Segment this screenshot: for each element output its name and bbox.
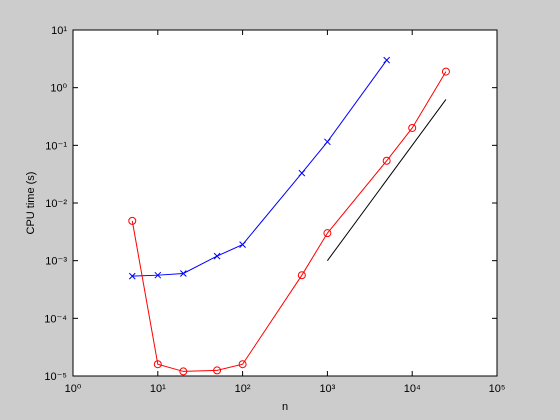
marker xyxy=(441,67,450,76)
marker xyxy=(297,271,306,280)
y-tick-label: 10⁻³ xyxy=(45,256,67,268)
x-tick-label: 10⁰ xyxy=(65,383,82,395)
marker xyxy=(238,360,247,369)
y-tick-label: 10⁻² xyxy=(45,198,67,210)
series-line xyxy=(131,71,447,372)
marker xyxy=(298,169,306,177)
y-tick-label: 10¹ xyxy=(51,25,67,37)
x-tick-label: 10² xyxy=(235,383,251,395)
marker xyxy=(179,367,188,376)
x-tick-label: 10⁵ xyxy=(489,383,506,395)
marker xyxy=(128,272,136,280)
marker xyxy=(154,271,162,279)
x-tick-label: 10¹ xyxy=(150,383,166,395)
y-tick-label: 10⁻⁵ xyxy=(44,371,67,383)
marker xyxy=(213,252,221,260)
marker xyxy=(128,216,137,225)
marker xyxy=(153,360,162,369)
marker xyxy=(382,156,391,165)
x-tick-label: 10³ xyxy=(319,383,335,395)
marker xyxy=(383,56,391,64)
marker xyxy=(324,138,331,146)
y-axis-label: CPU time (s) xyxy=(25,172,37,235)
marker xyxy=(179,270,187,277)
y-tick-label: 10⁻⁴ xyxy=(44,313,67,325)
x-axis-label: n xyxy=(282,401,288,413)
y-tick-label: 10⁰ xyxy=(50,83,67,95)
series-line xyxy=(132,59,388,277)
y-tick-label: 10⁻¹ xyxy=(45,140,67,152)
x-tick-label: 10⁴ xyxy=(404,383,421,395)
series-line xyxy=(326,99,447,261)
marker xyxy=(323,229,332,238)
marker xyxy=(408,123,417,132)
plot-area xyxy=(72,29,498,377)
marker xyxy=(239,241,246,248)
marker xyxy=(213,366,222,375)
